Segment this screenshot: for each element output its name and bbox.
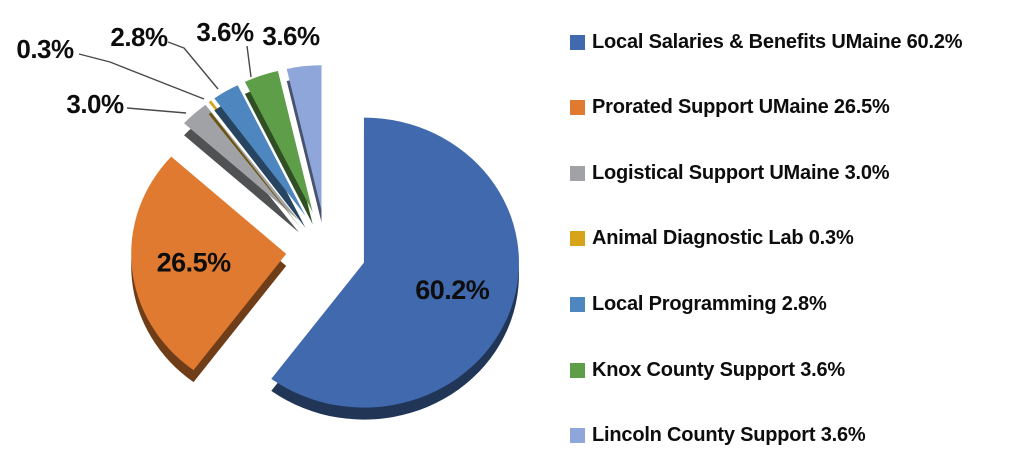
legend-label-knox-county-support: Knox County Support 3.6% — [592, 358, 845, 381]
leader-line-animal-diagnostic-lab — [78, 53, 205, 100]
legend-swatch-prorated-support-umaine — [570, 100, 585, 116]
legend-label-lincoln-county-support: Lincoln County Support 3.6% — [592, 424, 866, 447]
legend-swatch-lincoln-county-support — [570, 428, 585, 444]
pie-slice-local-programming[interactable] — [214, 85, 306, 216]
legend-swatch-knox-county-support — [570, 362, 585, 378]
pie-slice-local-salaries-benefits-umaine[interactable] — [271, 117, 519, 408]
pie-data-label-animal-diagnostic-lab: 0.3% — [16, 34, 74, 64]
pie-slice-lincoln-county-support[interactable] — [286, 65, 322, 211]
pie-slice-local-programming-side — [214, 97, 306, 228]
legend-item-prorated-support-umaine[interactable]: Prorated Support UMaine 26.5% — [570, 96, 890, 119]
leader-line-logistical-support-umaine — [126, 107, 187, 114]
pie-slice-knox-county-support[interactable] — [244, 70, 313, 213]
leader-line-local-programming — [167, 41, 219, 90]
pie-data-label-logistical-support-umaine: 3.0% — [66, 89, 124, 119]
legend-swatch-logistical-support-umaine — [570, 165, 585, 181]
leader-line-knox-county-support — [246, 45, 252, 78]
legend-swatch-animal-diagnostic-lab — [570, 231, 585, 247]
legend-swatch-local-programming — [570, 296, 585, 312]
legend-item-lincoln-county-support[interactable]: Lincoln County Support 3.6% — [570, 424, 866, 447]
legend-item-animal-diagnostic-lab[interactable]: Animal Diagnostic Lab 0.3% — [570, 227, 854, 250]
pie-data-label-lincoln-county-support: 3.6% — [262, 21, 320, 51]
legend-item-local-programming[interactable]: Local Programming 2.8% — [570, 293, 827, 315]
chart-legend: Local Salaries & Benefits UMaine 60.2% Pr… — [570, 0, 1024, 473]
legend-swatch-local-salaries-benefits-umaine — [570, 34, 585, 50]
pie-data-label-knox-county-support: 3.6% — [196, 17, 254, 47]
legend-label-logistical-support-umaine: Logistical Support UMaine 3.0% — [592, 161, 890, 184]
legend-label-prorated-support-umaine: Prorated Support UMaine 26.5% — [592, 96, 890, 119]
pie-data-label-local-salaries-benefits-umaine: 60.2% — [415, 275, 490, 305]
pie-slice-prorated-support-umaine[interactable] — [131, 156, 287, 371]
legend-label-local-programming: Local Programming 2.8% — [592, 292, 827, 315]
legend-item-knox-county-support[interactable]: Knox County Support 3.6% — [570, 359, 845, 381]
legend-label-animal-diagnostic-lab: Animal Diagnostic Lab 0.3% — [592, 227, 854, 250]
pie-slice-knox-county-support-side — [244, 82, 313, 225]
legend-label-local-salaries-benefits-umaine: Local Salaries & Benefits UMaine 60.2% — [592, 30, 963, 53]
legend-item-local-salaries-benefits-umaine[interactable]: Local Salaries & Benefits UMaine 60.2% — [570, 30, 963, 53]
pie-slice-animal-diagnostic-lab-side — [208, 112, 303, 230]
legend-item-logistical-support-umaine[interactable]: Logistical Support UMaine 3.0% — [570, 161, 890, 184]
pie-data-label-local-programming: 2.8% — [110, 22, 168, 52]
pie-slice-logistical-support-umaine[interactable] — [184, 104, 299, 221]
pie-data-label-prorated-support-umaine: 26.5% — [157, 247, 232, 277]
pie-chart: 60.2% 26.5% 3.0% 0.3% 2.8% 3.6% 3.6% — [16, 17, 519, 420]
